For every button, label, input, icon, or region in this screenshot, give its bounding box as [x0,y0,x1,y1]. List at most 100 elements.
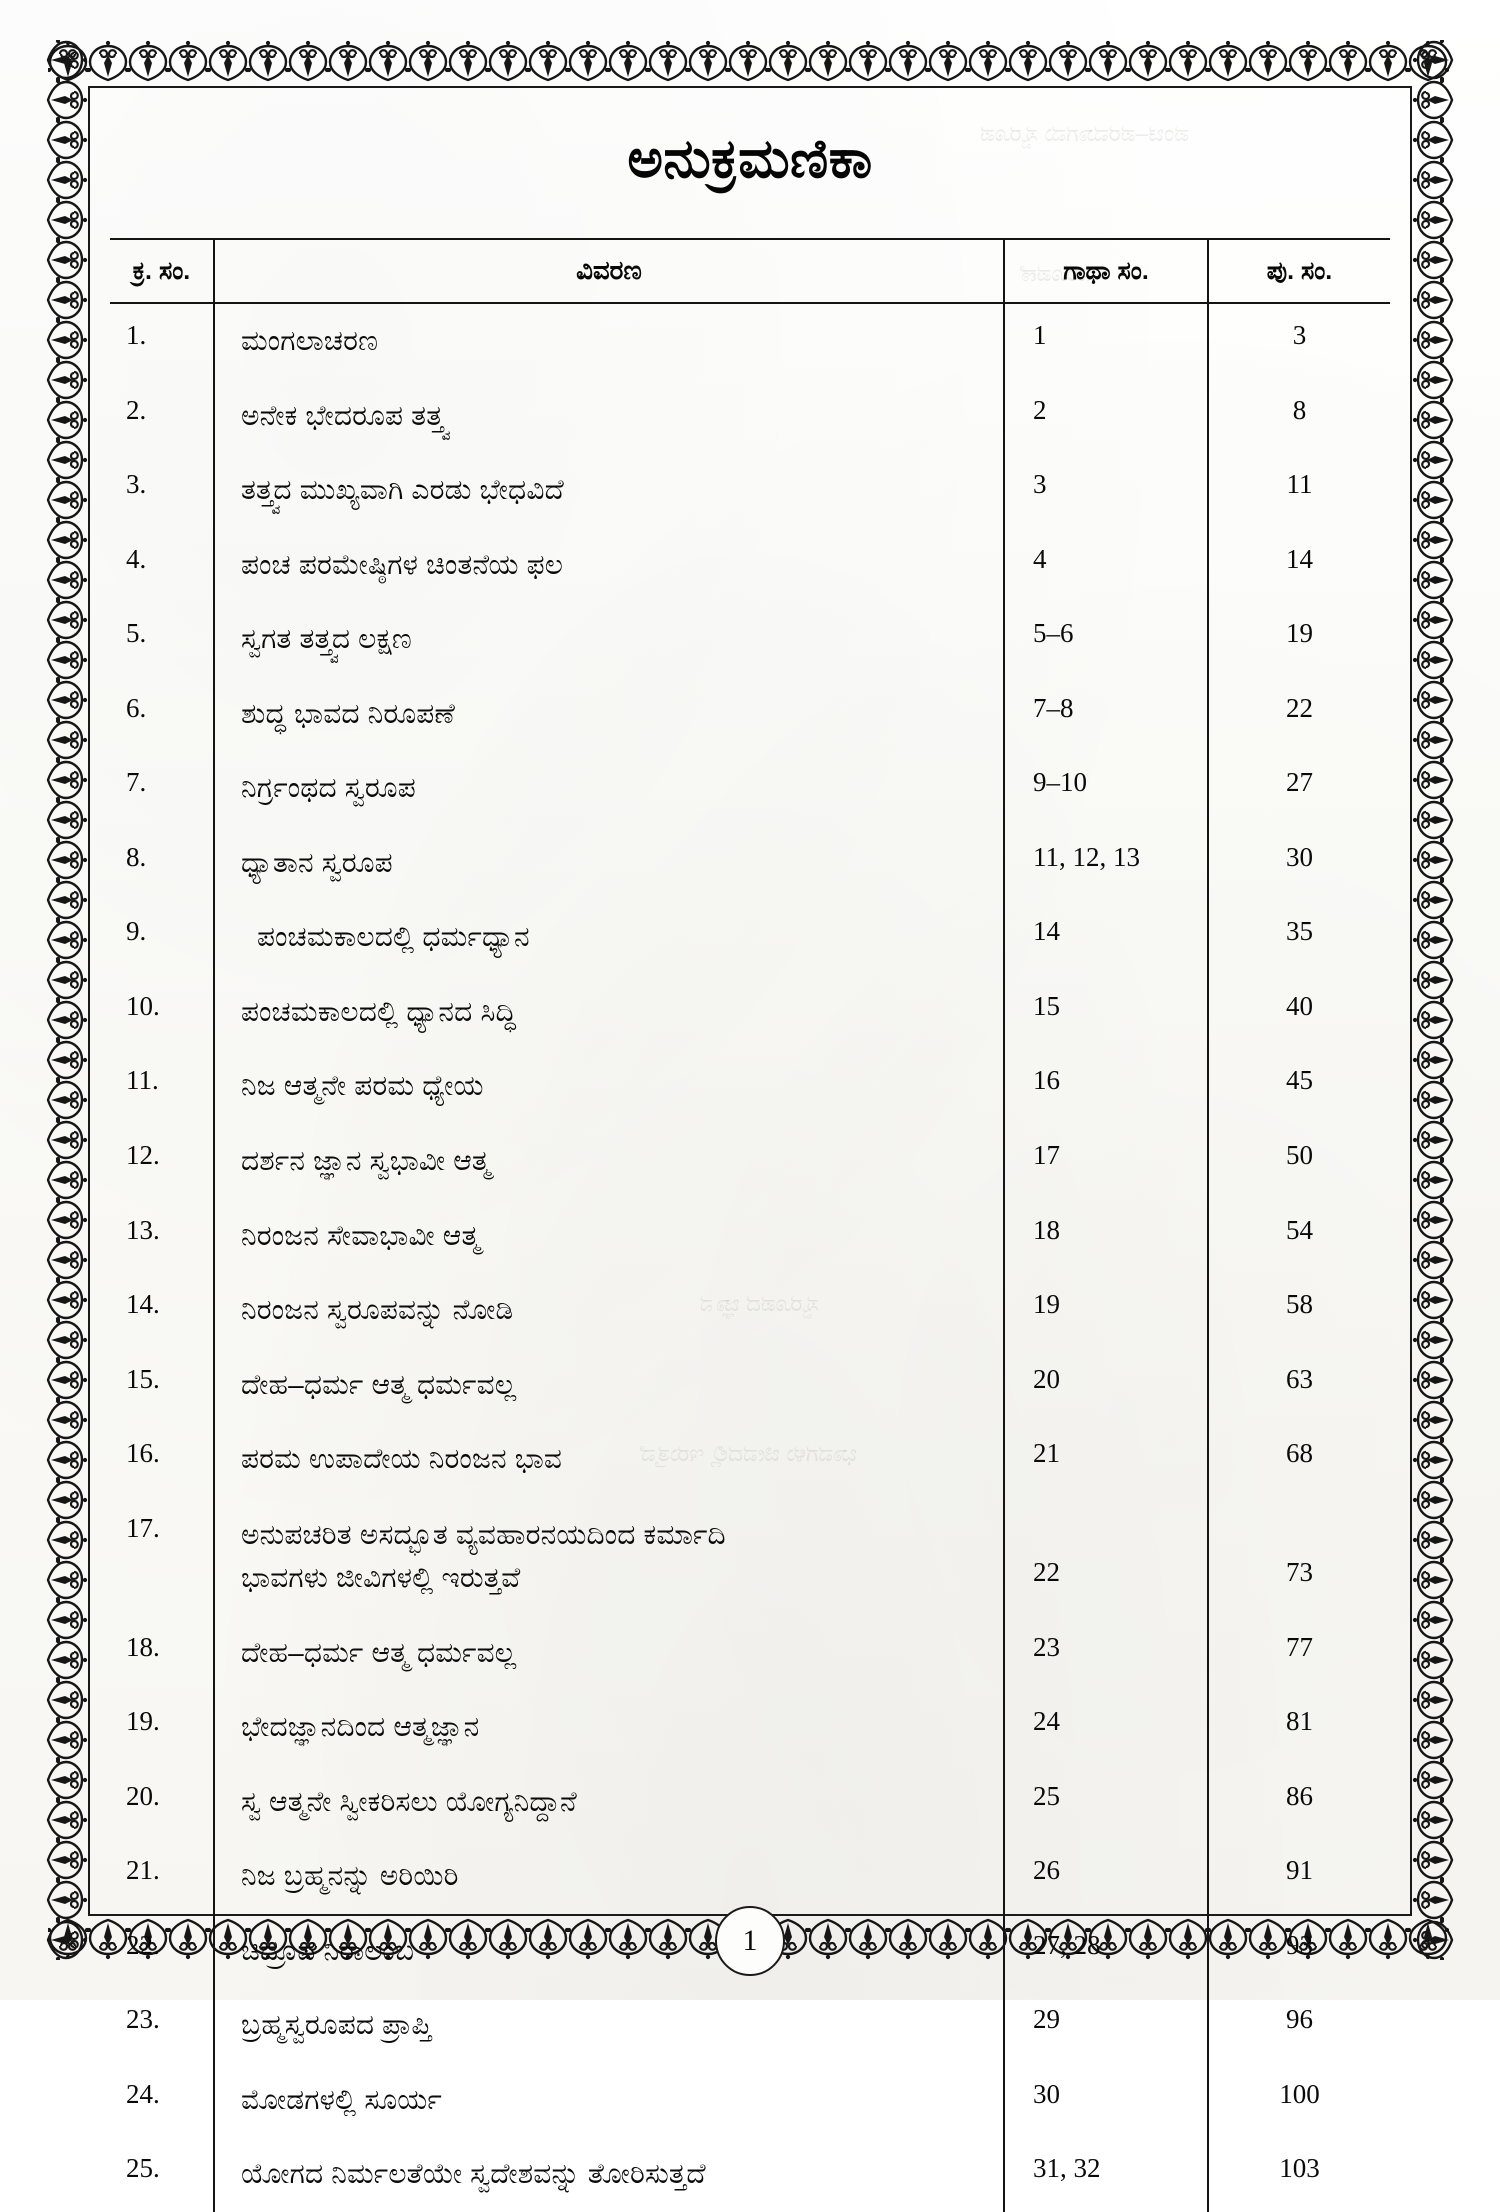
row-gatha-number: 2 [1004,378,1209,454]
row-gatha-number: 29 [1004,1988,1209,2063]
row-serial-number: 11. [110,1049,215,1125]
page-frame-right-rule [1410,86,1412,1916]
table-row: 5. ಸ್ವಗತ ತತ್ತ್ವದ ಲಕ್ಷಣ 5–6 19 [110,602,1390,677]
row-gatha-number: 3 [1004,453,1209,528]
row-description: ದೇಹ–ಧರ್ಮ ಆತ್ಮ ಧರ್ಮವಲ್ಲ [214,1615,1005,1691]
row-description-line: ಪಂಚಮಕಾಲದಲ್ಲಿ ಧ್ಯಾನದ ಸಿದ್ಧಿ [241,995,517,1027]
row-description-line: ತತ್ತ್ವದ ಮುಖ್ಯವಾಗಿ ಎರಡು ಭೇಧವಿದೆ [241,474,565,506]
column-header-description: ವಿವರಣ [214,238,1005,304]
row-description: ಪರಮ ಉಪಾದೇಯ ನಿರಂಜನ ಭಾವ [214,1422,1005,1497]
row-description: ನಿರಂಜನ ಸ್ವರೂಪವನ್ನು ನೋಡಿ [214,1273,1005,1348]
row-page-number: 96 [1286,2004,1313,2035]
row-gatha-number: 11, 12, 13 [1004,825,1209,901]
row-description-line: ಅನೇಕ ಭೇದರೂಪ ತತ್ತ್ವ [241,399,449,431]
row-description-line: ಪಂಚಮಕಾಲದಲ್ಲಿ ಧರ್ಮಧ್ಯಾನ [257,921,530,953]
row-description-line: ಸ್ವ ಆತ್ಮನೇ ಸ್ವೀಕರಿಸಲು ಯೋಗ್ಯನಿದ್ದಾನೆ [241,1785,577,1817]
table-row: 17. ಅನುಪಚರಿತ ಅಸದ್ಭೂತ ವ್ಯವಹಾರನಯದಿಂದ ಕರ್ಮಾದ… [110,1496,1390,1616]
row-page-number: 14 [1286,543,1313,574]
table-row: 10. ಪಂಚಮಕಾಲದಲ್ಲಿ ಧ್ಯಾನದ ಸಿದ್ಧಿ 15 40 [110,974,1390,1050]
row-gatha-number: 15 [1004,974,1209,1050]
row-serial-number: 3. [110,453,215,528]
row-description: ಮೋಡಗಳಲ್ಲಿ ಸೂರ್ಯ [214,2062,1005,2138]
table-row: 9. ಪಂಚಮಕಾಲದಲ್ಲಿ ಧರ್ಮಧ್ಯಾನ 14 35 [110,900,1390,975]
row-description-line: ಮಂಗಲಾಚರಣ [241,325,379,356]
page-frame-top-rule [88,86,1412,88]
row-serial-number: 4. [110,527,215,603]
row-serial-number: 19. [110,1690,215,1765]
row-description-line: ದೇಹ–ಧರ್ಮ ಆತ್ಮ ಧರ್ಮವಲ್ಲ [241,1636,517,1668]
page-frame-left-rule [88,86,90,1916]
row-serial-number: 8. [110,825,215,901]
table-row: 3. ತತ್ತ್ವದ ಮುಖ್ಯವಾಗಿ ಎರಡು ಭೇಧವಿದೆ 3 11 [110,453,1390,528]
row-description-line: ಯೋಗದ ನಿರ್ಮಲತೆಯೇ ಸ್ವದೇಶವನ್ನು ತೋರಿಸುತ್ತದೆ [241,2158,706,2190]
row-description: ಸ್ವಗತ ತತ್ತ್ವದ ಲಕ್ಷಣ [214,602,1005,677]
row-description-line: ಬ್ರಹ್ಮಸ್ವರೂಪದ ಪ್ರಾಪ್ತಿ [241,2009,432,2041]
row-description: ನಿಜ ಬ್ರಹ್ಮನನ್ನು ಅರಿಯಿರಿ [214,1839,1005,1914]
row-page-number: 73 [1286,1556,1313,1587]
row-page-number: 30 [1286,841,1313,872]
row-serial-number: 21. [110,1839,215,1914]
row-page-number: 91 [1286,1855,1313,1886]
row-serial-number: 15. [110,1347,215,1423]
row-description-line: ನಿಜ ಬ್ರಹ್ಮನನ್ನು ಅರಿಯಿರಿ [241,1860,459,1892]
table-of-contents: ಕ್ರ. ಸಂ. ವಿವರಣ ಗಾಥಾ ಸಂ. ಪು. ಸಂ. 1. ಮಂಗಲಾಚ… [110,238,1390,2212]
table-row: 4. ಪಂಚ ಪರಮೇಷ್ಠಿಗಳ ಚಿಂತನೆಯ ಫಲ 4 14 [110,527,1390,603]
row-description: ಶುದ್ಧ ಭಾವದ ನಿರೂಪಣೆ [214,676,1005,752]
row-description-line: ಮೋಡಗಳಲ್ಲಿ ಸೂರ್ಯ [241,2083,442,2115]
row-gatha-number: 25 [1004,1764,1209,1840]
table-row: 24. ಮೋಡಗಳಲ್ಲಿ ಸೂರ್ಯ 30 100 [110,2062,1390,2138]
row-description-line: ಅನುಪಚರಿತ ಅಸದ್ಭೂತ ವ್ಯವಹಾರನಯದಿಂದ ಕರ್ಮಾದಿ [241,1518,726,1550]
ornamental-border-left [46,40,88,1960]
row-serial-number: 9. [110,900,215,975]
row-serial-number: 12. [110,1124,215,1199]
column-header-gatha-number: ಗಾಥಾ ಸಂ. [1004,238,1209,304]
row-gatha-number: 9–10 [1004,751,1209,826]
row-gatha-number: 4 [1004,527,1209,603]
table-row: 6. ಶುದ್ಧ ಭಾವದ ನಿರೂಪಣೆ 7–8 22 [110,676,1390,752]
row-page-number: 40 [1286,990,1313,1021]
row-gatha-number: 17 [1004,1124,1209,1199]
row-description-line: ಭೇದಜ್ಞಾನದಿಂದ ಆತ್ಮಜ್ಞಾನ [241,1711,480,1743]
row-serial-number: 22. [110,1913,215,1989]
row-serial-number: 10. [110,974,215,1050]
row-gatha-number: 22 [1004,1496,1209,1616]
table-row: 19. ಭೇದಜ್ಞಾನದಿಂದ ಆತ್ಮಜ್ಞಾನ 24 81 [110,1690,1390,1765]
row-description-line: ಸ್ವಗತ ತತ್ತ್ವದ ಲಕ್ಷಣ [241,623,412,655]
row-serial-number: 1. [110,303,215,379]
row-description: ಬ್ರಹ್ಮಸ್ವರೂಪದ ಪ್ರಾಪ್ತಿ [214,1988,1005,2063]
row-description-line: ಪಂಚ ಪರಮೇಷ್ಠಿಗಳ ಚಿಂತನೆಯ ಫಲ [241,548,564,580]
row-description-line: ನಿರ್ಗ್ರಂಥದ ಸ್ವರೂಪ [241,772,416,804]
table-row: 18. ದೇಹ–ಧರ್ಮ ಆತ್ಮ ಧರ್ಮವಲ್ಲ 23 77 [110,1615,1390,1691]
row-gatha-number: 31, 32 [1004,2137,1209,2212]
table-row: 16. ಪರಮ ಉಪಾದೇಯ ನಿರಂಜನ ಭಾವ 21 68 [110,1422,1390,1497]
row-page-number: 22 [1286,692,1313,723]
table-row: 15. ದೇಹ–ಧರ್ಮ ಆತ್ಮ ಧರ್ಮವಲ್ಲ 20 63 [110,1347,1390,1423]
row-page-number: 103 [1279,2153,1320,2184]
row-description-line: ದರ್ಶನ ಜ್ಞಾನ ಸ್ವಭಾವೀ ಆತ್ಮ [241,1145,491,1177]
table-row: 13. ನಿರಂಜನ ಸೇವಾಭಾವೀ ಆತ್ಮ 18 54 [110,1198,1390,1274]
row-page-number: 68 [1286,1438,1313,1469]
row-description: ಅನೇಕ ಭೇದರೂಪ ತತ್ತ್ವ [214,378,1005,454]
row-serial-number: 24. [110,2062,215,2138]
row-gatha-number: 7–8 [1004,676,1209,752]
row-description: ನಿಜ ಆತ್ಮನೇ ಪರಮ ಧ್ಯೇಯ [214,1049,1005,1125]
row-description-line: ನಿರಂಜನ ಸ್ವರೂಪವನ್ನು ನೋಡಿ [241,1294,514,1326]
row-page-number: 77 [1286,1631,1313,1662]
row-page-number: 81 [1286,1706,1313,1737]
table-row: 12. ದರ್ಶನ ಜ್ಞಾನ ಸ್ವಭಾವೀ ಆತ್ಮ 17 50 [110,1124,1390,1199]
row-gatha-number: 30 [1004,2062,1209,2138]
row-description: ಭೇದಜ್ಞಾನದಿಂದ ಆತ್ಮಜ್ಞಾನ [214,1690,1005,1765]
table-row: 14. ನಿರಂಜನ ಸ್ವರೂಪವನ್ನು ನೋಡಿ 19 58 [110,1273,1390,1348]
row-gatha-number: 27, 28 [1004,1913,1209,1989]
row-page-number: 54 [1286,1214,1313,1245]
row-description-line: ನಿರಂಜನ ಸೇವಾಭಾವೀ ಆತ್ಮ [241,1219,481,1251]
column-header-serial: ಕ್ರ. ಸಂ. [110,238,215,304]
row-serial-number: 20. [110,1764,215,1840]
table-header-row: ಕ್ರ. ಸಂ. ವಿವರಣ ಗಾಥಾ ಸಂ. ಪು. ಸಂ. [110,238,1390,304]
row-description-line: ಧ್ಯಾತಾನ ಸ್ವರೂಪ [241,846,393,878]
row-description: ಮಂಗಲಾಚರಣ [214,303,1005,379]
row-description: ಧ್ಯಾತಾನ ಸ್ವರೂಪ [214,825,1005,901]
row-serial-number: 7. [110,751,215,826]
row-description-line: ಶುದ್ಧ ಭಾವದ ನಿರೂಪಣೆ [241,697,456,729]
